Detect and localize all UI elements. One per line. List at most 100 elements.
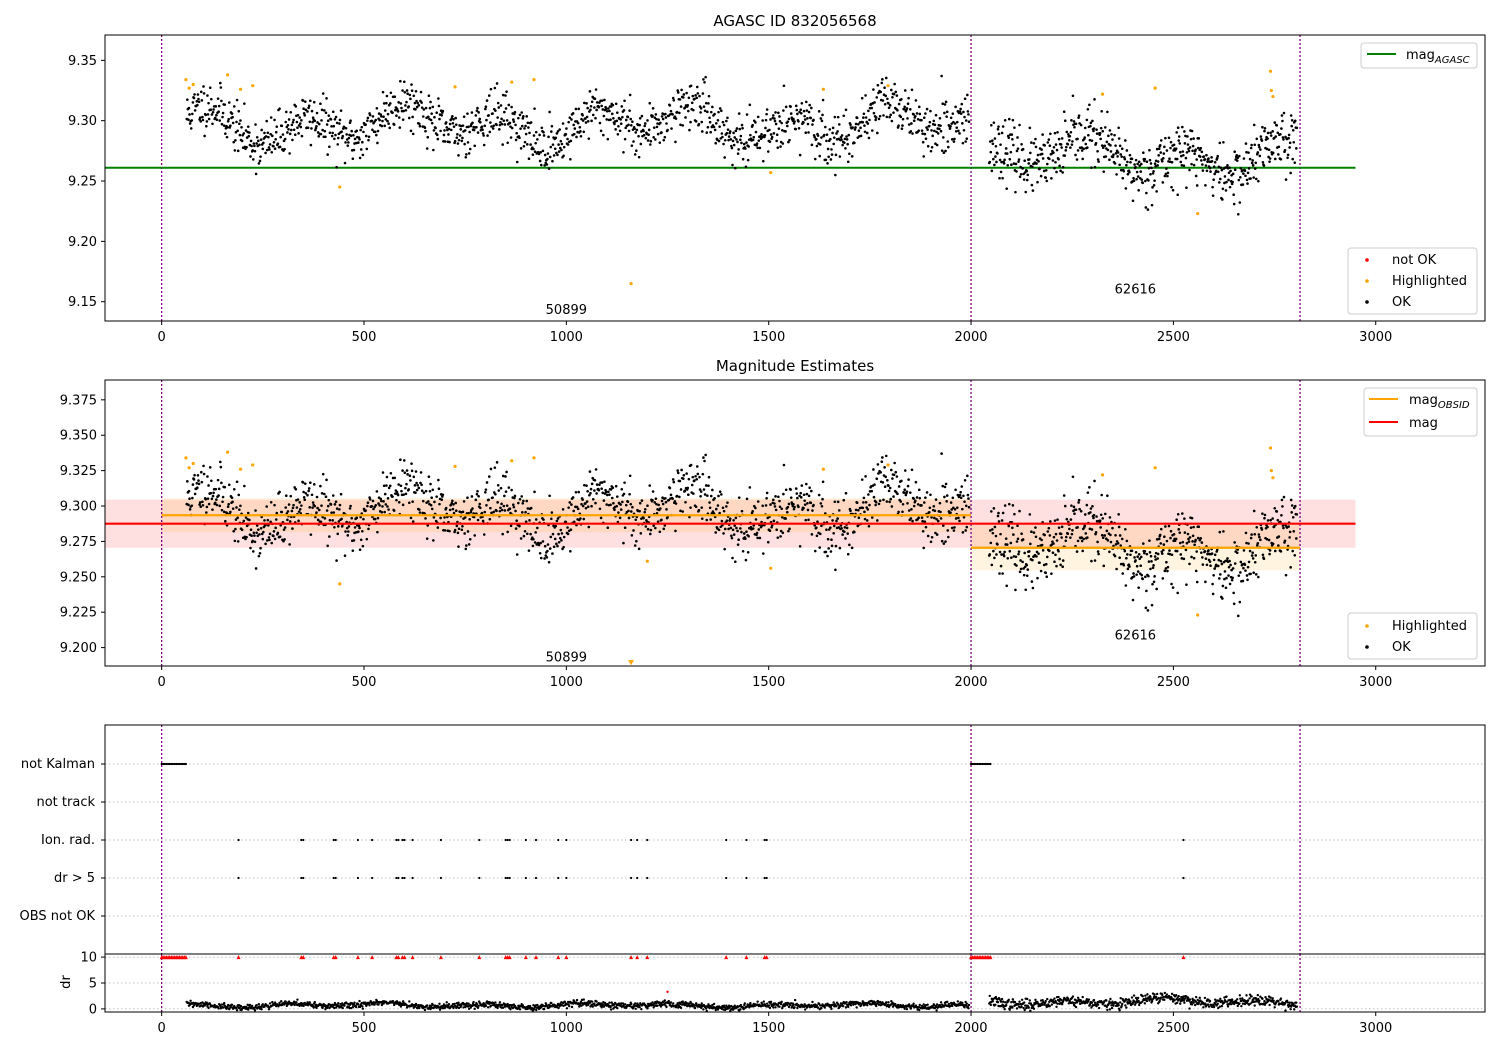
flag-label-not-track: not track bbox=[36, 795, 95, 810]
data-point bbox=[755, 533, 758, 537]
data-point bbox=[914, 480, 918, 484]
data-point bbox=[187, 118, 190, 121]
data-point bbox=[405, 469, 409, 472]
data-point bbox=[1141, 577, 1145, 581]
data-point bbox=[314, 515, 317, 519]
data-point bbox=[513, 494, 517, 498]
data-point bbox=[235, 120, 238, 124]
data-point bbox=[1055, 539, 1059, 542]
data-point bbox=[531, 153, 535, 156]
data-point bbox=[723, 547, 726, 551]
data-point bbox=[607, 107, 610, 110]
data-point bbox=[1029, 542, 1032, 546]
data-point bbox=[484, 490, 487, 494]
data-point bbox=[1156, 160, 1160, 163]
data-point bbox=[678, 479, 682, 483]
data-point bbox=[829, 526, 832, 529]
data-point bbox=[793, 120, 796, 123]
flag-mark bbox=[411, 838, 414, 842]
data-point bbox=[306, 126, 310, 130]
data-point bbox=[939, 129, 943, 133]
data-point bbox=[205, 120, 209, 123]
data-point bbox=[1261, 125, 1264, 129]
data-point bbox=[1258, 154, 1262, 158]
data-point bbox=[482, 1002, 485, 1005]
data-point bbox=[1236, 156, 1240, 160]
data-point bbox=[345, 133, 348, 136]
data-point bbox=[910, 88, 914, 92]
data-point bbox=[498, 128, 501, 131]
data-point bbox=[543, 544, 547, 548]
data-point bbox=[1200, 551, 1203, 554]
data-point bbox=[683, 106, 687, 109]
panel1-title: AGASC ID 832056568 bbox=[713, 12, 876, 30]
status-flags-panel: not Kalman not track Ion. rad. dr > 5 OB… bbox=[20, 724, 1486, 955]
data-point bbox=[930, 535, 934, 539]
data-point bbox=[315, 1006, 318, 1010]
data-point bbox=[321, 128, 324, 132]
data-point bbox=[333, 117, 337, 121]
data-point bbox=[1034, 137, 1037, 141]
data-point bbox=[465, 153, 468, 156]
data-point bbox=[1195, 580, 1199, 584]
flag-mark bbox=[178, 762, 181, 766]
panel2-plot-area: 0 500 1000 1500 2000 2500 30009.2009.2259.2509… bbox=[60, 379, 1486, 690]
data-point bbox=[818, 154, 822, 158]
data-point bbox=[298, 116, 301, 119]
data-point bbox=[1132, 572, 1135, 575]
data-point bbox=[311, 506, 314, 510]
data-point bbox=[278, 535, 282, 538]
data-point bbox=[1132, 575, 1136, 578]
data-point bbox=[797, 120, 800, 123]
data-point bbox=[944, 482, 948, 486]
data-point bbox=[934, 498, 938, 501]
data-point bbox=[872, 88, 875, 91]
data-point bbox=[1040, 148, 1043, 151]
data-point bbox=[227, 483, 231, 487]
data-point bbox=[1218, 141, 1222, 145]
data-point bbox=[1062, 110, 1066, 114]
data-point bbox=[884, 475, 888, 479]
data-point bbox=[232, 140, 236, 144]
data-point bbox=[924, 137, 928, 141]
data-point bbox=[598, 483, 601, 487]
data-point bbox=[1178, 531, 1182, 534]
data-point bbox=[669, 109, 673, 113]
data-point bbox=[681, 96, 685, 99]
y-tick-label: 9.25 bbox=[68, 175, 97, 190]
data-point bbox=[317, 135, 321, 138]
data-point bbox=[988, 529, 992, 532]
data-point bbox=[777, 495, 780, 499]
data-point bbox=[234, 130, 238, 134]
data-point bbox=[674, 140, 677, 144]
data-point bbox=[1178, 541, 1182, 545]
legend-highlighted: Highlighted bbox=[1392, 274, 1467, 289]
data-point bbox=[713, 496, 716, 500]
data-point bbox=[909, 491, 912, 494]
data-point bbox=[954, 488, 957, 492]
data-point bbox=[291, 506, 295, 510]
data-point bbox=[297, 124, 301, 127]
data-point bbox=[1080, 146, 1083, 149]
data-point bbox=[323, 129, 327, 133]
data-point bbox=[1136, 570, 1140, 573]
data-point bbox=[880, 81, 884, 85]
data-point bbox=[427, 115, 430, 119]
data-point bbox=[935, 533, 939, 536]
data-point bbox=[1192, 163, 1196, 167]
data-point bbox=[359, 148, 363, 151]
data-point bbox=[1233, 541, 1236, 544]
data-point bbox=[706, 494, 709, 497]
data-point bbox=[202, 472, 206, 476]
data-point bbox=[555, 519, 559, 523]
data-point bbox=[1228, 166, 1231, 169]
data-point bbox=[1170, 160, 1174, 164]
data-point bbox=[999, 532, 1002, 536]
data-point bbox=[539, 163, 543, 167]
data-point bbox=[953, 508, 957, 511]
data-point bbox=[655, 117, 658, 121]
data-point bbox=[303, 498, 307, 502]
data-point bbox=[1274, 135, 1278, 138]
data-point bbox=[337, 1002, 340, 1005]
y-tick-label: 9.325 bbox=[60, 464, 97, 479]
